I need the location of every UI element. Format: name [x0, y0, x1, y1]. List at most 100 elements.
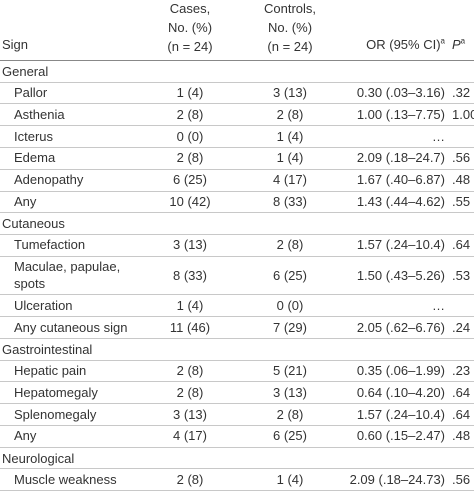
row-rule	[0, 255, 474, 257]
sign-label: spots	[14, 276, 46, 292]
sign-label: Muscle weakness	[14, 471, 117, 487]
controls-cell: 7 (29)	[273, 319, 307, 335]
p-cell: .56	[452, 150, 471, 166]
row-rule	[0, 60, 474, 61]
or-cell: 0.30 (.03–3.16)	[356, 84, 445, 100]
controls-cell: 6 (25)	[273, 267, 307, 283]
cases-cell: 3 (13)	[173, 406, 207, 422]
section-title: Neurological	[2, 450, 75, 466]
row-rule	[0, 233, 474, 235]
row-rule	[0, 81, 474, 83]
or-cell: 0.35 (.06–1.99)	[356, 362, 445, 378]
sign-label: Ulceration	[14, 297, 73, 313]
header-p-sup: a	[460, 36, 466, 46]
cases-cell: 1 (4)	[176, 84, 204, 100]
header-controls: (n = 24)	[267, 39, 313, 54]
p-cell: .64	[452, 384, 471, 400]
section-title: Cutaneous	[2, 216, 65, 232]
p-cell: .48	[452, 428, 471, 444]
p-cell: .24	[452, 319, 471, 335]
sign-label: Splenomegaly	[14, 406, 97, 422]
header-p-text: P	[452, 37, 461, 52]
cases-cell: 2 (8)	[176, 471, 204, 487]
p-cell: .55	[452, 193, 471, 209]
or-cell: 1.57 (.24–10.4)	[356, 406, 445, 422]
cases-cell: 2 (8)	[176, 384, 204, 400]
cases-cell: 1 (4)	[176, 297, 204, 313]
or-cell: 1.43 (.44–4.62)	[356, 193, 445, 209]
or-cell: 1.67 (.40–6.87)	[356, 172, 445, 188]
sign-label: Any	[14, 194, 37, 209]
controls-cell: 6 (25)	[273, 428, 307, 444]
controls-cell: 1 (4)	[276, 471, 304, 487]
row-rule	[0, 446, 474, 448]
or-cell: …	[432, 297, 445, 313]
row-rule	[0, 403, 474, 405]
row-rule	[0, 168, 474, 170]
header-or-text: OR (95% CI)	[366, 37, 441, 52]
sign-label: Asthenia	[14, 106, 65, 122]
row-rule	[0, 294, 474, 296]
row-rule	[0, 338, 474, 339]
or-cell: 2.05 (.62–6.76)	[356, 319, 445, 335]
controls-cell: 3 (13)	[273, 384, 307, 400]
controls-cell: 1 (4)	[276, 128, 304, 144]
cases-cell: 10 (42)	[169, 193, 211, 209]
header-cases: Cases,	[169, 1, 211, 16]
row-rule	[0, 125, 474, 127]
controls-cell: 8 (33)	[273, 193, 307, 209]
header-p: Pa	[452, 36, 465, 53]
cases-cell: 11 (46)	[169, 319, 211, 335]
row-rule	[0, 468, 474, 470]
cases-cell: 6 (25)	[173, 172, 207, 188]
sign-label: Hepatic pain	[14, 363, 87, 378]
cases-cell: 3 (13)	[173, 237, 207, 253]
row-rule	[0, 490, 474, 491]
controls-cell: 2 (8)	[276, 406, 304, 422]
sign-label: Any cutaneous sign	[14, 319, 128, 335]
or-cell: 0.60 (.15–2.47)	[356, 428, 445, 444]
sign-label: Pallor	[14, 85, 48, 100]
or-cell: …	[432, 128, 445, 144]
row-rule	[0, 359, 474, 361]
p-cell: .53	[452, 267, 471, 283]
section-title: Gastrointestinal	[2, 342, 93, 357]
p-cell: .32	[452, 84, 471, 100]
controls-cell: 2 (8)	[276, 237, 304, 253]
p-cell: .64	[452, 237, 471, 253]
p-cell: .56	[452, 471, 471, 487]
row-rule	[0, 316, 474, 318]
row-rule	[0, 212, 474, 214]
or-cell: 1.50 (.43–5.26)	[356, 267, 445, 283]
or-cell: 2.09 (.18–24.7)	[356, 150, 445, 166]
or-cell: 2.09 (.18–24.73)	[349, 471, 445, 487]
header-controls: No. (%)	[267, 20, 313, 35]
cases-cell: 2 (8)	[176, 106, 204, 122]
cases-cell: 2 (8)	[176, 362, 204, 378]
row-rule	[0, 146, 474, 148]
cases-cell: 0 (0)	[176, 128, 204, 144]
row-rule	[0, 381, 474, 383]
sign-label: Tumefaction	[14, 237, 86, 253]
header-or-sup: a	[440, 36, 445, 46]
p-cell: .48	[452, 172, 471, 188]
sign-label: Maculae, papulae,	[14, 259, 121, 275]
row-rule	[0, 424, 474, 426]
controls-cell: 3 (13)	[273, 84, 307, 100]
sign-label: Edema	[14, 150, 56, 166]
sign-label: Hepatomegaly	[14, 384, 98, 400]
controls-cell: 0 (0)	[276, 297, 304, 313]
header-cases: (n = 24)	[167, 39, 213, 54]
controls-cell: 5 (21)	[273, 362, 307, 378]
header-sign: Sign	[2, 37, 29, 52]
section-title: General	[2, 64, 49, 79]
p-cell: .64	[452, 406, 471, 422]
or-cell: 1.57 (.24–10.4)	[356, 237, 445, 253]
header-cases: No. (%)	[167, 20, 213, 35]
sign-label: Icterus	[14, 128, 54, 144]
controls-cell: 2 (8)	[276, 106, 304, 122]
or-cell: 0.64 (.10–4.20)	[356, 384, 445, 400]
controls-cell: 1 (4)	[276, 150, 304, 166]
row-rule	[0, 190, 474, 192]
